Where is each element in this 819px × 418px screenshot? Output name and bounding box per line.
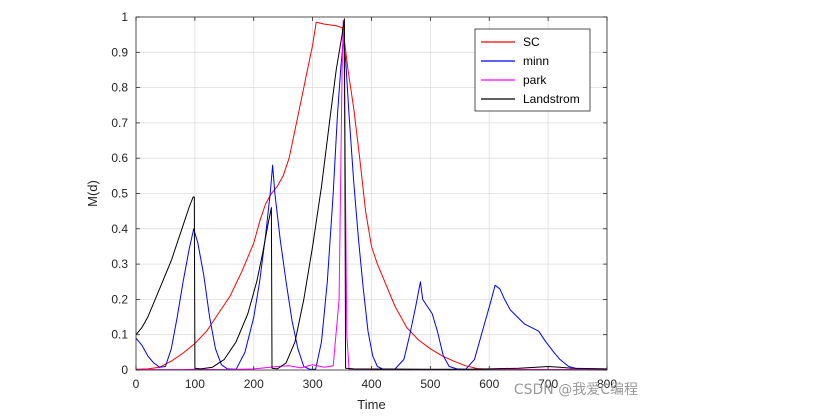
x-tick-label: 600 [479, 377, 499, 391]
legend-label-park: park [523, 73, 547, 87]
y-tick-label: 0.6 [111, 151, 128, 165]
x-tick-label: 700 [538, 377, 558, 391]
series-line-landstrom [135, 18, 608, 370]
watermark: CSDN @我爱C编程 [514, 382, 638, 398]
x-tick-label: 0 [133, 377, 140, 391]
x-tick-label: 400 [361, 377, 381, 391]
y-tick-label: 0.9 [111, 45, 128, 59]
x-tick-label: 300 [303, 377, 323, 391]
x-tick-label: 800 [597, 377, 617, 391]
y-tick-label: 0.3 [111, 257, 128, 271]
series-line-minn [135, 41, 607, 371]
y-tick-label: 0 [121, 363, 128, 377]
legend-label-minn: minn [523, 54, 549, 68]
legend-label-landstrom: Landstrom [523, 92, 580, 106]
y-tick-label: 0.8 [111, 81, 128, 95]
legend-box [474, 28, 591, 112]
y-tick-label: 0.1 [111, 328, 128, 342]
y-tick-label: 1 [121, 10, 128, 24]
x-tick-label: 100 [185, 377, 205, 391]
x-tick-label: 200 [244, 377, 264, 391]
legend-label-sc: SC [523, 35, 540, 49]
y-axis-label: M(d) [85, 180, 100, 207]
x-axis-label: Time [357, 397, 385, 412]
y-tick-label: 0.4 [111, 222, 128, 236]
y-tick-label: 0.2 [111, 292, 128, 306]
x-ticks: 0 100 200 300 400 500 600 700 800 [133, 17, 617, 391]
x-tick-label: 500 [420, 377, 440, 391]
y-ticks: 0 0.1 0.2 0.3 0.4 0.5 0.6 0.7 0.8 0.9 1 [111, 10, 607, 377]
y-tick-label: 0.5 [111, 187, 128, 201]
series-line-sc [135, 21, 608, 371]
y-tick-label: 0.7 [111, 116, 128, 130]
grid [136, 17, 607, 370]
legend: SC minn park Landstrom [474, 28, 591, 112]
